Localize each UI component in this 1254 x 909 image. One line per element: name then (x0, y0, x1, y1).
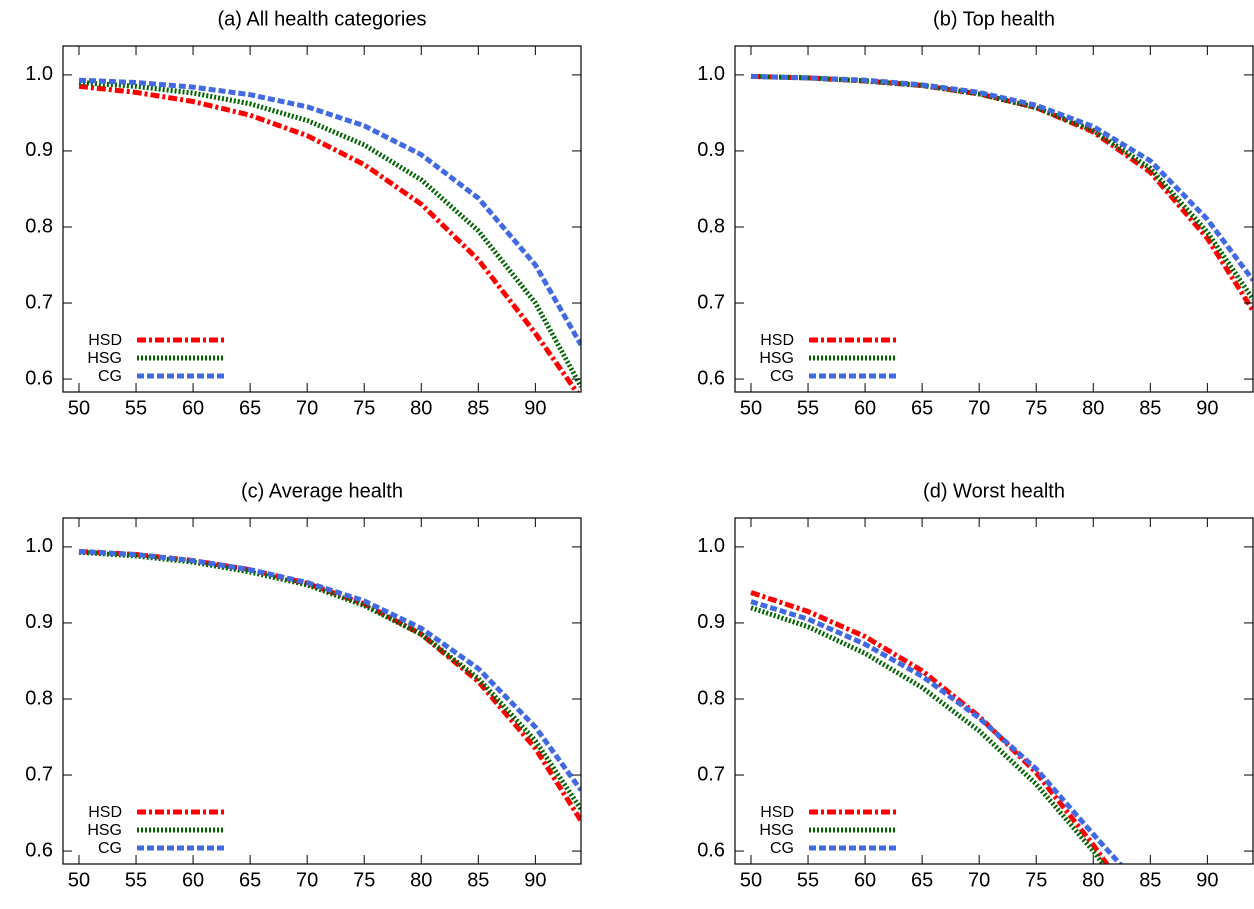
x-tick-label: 50 (740, 869, 762, 891)
x-tick-label: 75 (1025, 397, 1047, 419)
x-tick-label: 65 (239, 397, 261, 419)
x-tick-label: 90 (1196, 869, 1218, 891)
x-tick-label: 90 (524, 397, 546, 419)
legend-label: HSG (759, 822, 794, 839)
legend-label: HSD (88, 804, 122, 821)
x-tick-label: 85 (1139, 869, 1161, 891)
y-tick-label: 1.0 (25, 535, 53, 557)
series-line (750, 590, 1110, 864)
plot-frame (62, 517, 582, 865)
x-tick-label: 90 (524, 869, 546, 891)
series-line (78, 77, 581, 347)
plot-frame (62, 45, 582, 393)
x-tick-label: 80 (1082, 397, 1104, 419)
y-tick-label: 1.0 (697, 63, 725, 85)
y-tick-label: 0.8 (25, 215, 53, 237)
legend-label: HSD (88, 332, 122, 349)
x-tick-label: 60 (854, 869, 876, 891)
x-tick-label: 75 (353, 397, 375, 419)
panel: (d) Worst health 0.6 0.7 0.8 0.9 1.0 50 55 60 65 7… (697, 480, 1254, 891)
y-tick-label: 0.9 (25, 611, 53, 633)
series-line (78, 549, 581, 792)
x-tick-label: 80 (410, 397, 432, 419)
x-tick-label: 55 (797, 869, 819, 891)
x-tick-label: 70 (968, 397, 990, 419)
x-tick-label: 65 (911, 397, 933, 419)
series-line (78, 80, 581, 388)
plot-area (78, 77, 581, 392)
y-tick-label: 0.8 (697, 687, 725, 709)
panel: (a) All health categories 0.6 0.7 0.8 0.9 1.0… (25, 8, 582, 419)
y-tick-label: 0.7 (697, 763, 725, 785)
plot-frame (734, 45, 1254, 393)
y-tick-label: 1.0 (25, 63, 53, 85)
legend-label: CG (98, 840, 122, 857)
x-tick-label: 85 (1139, 397, 1161, 419)
y-tick-label: 0.7 (25, 291, 53, 313)
legend-label: CG (770, 368, 794, 385)
x-tick-label: 70 (296, 397, 318, 419)
x-tick-label: 85 (467, 869, 489, 891)
x-tick-label: 50 (68, 397, 90, 419)
x-tick-label: 65 (911, 869, 933, 891)
x-tick-label: 65 (239, 869, 261, 891)
series-line (750, 73, 1253, 312)
y-tick-label: 0.7 (697, 291, 725, 313)
x-tick-label: 85 (467, 397, 489, 419)
x-tick-label: 70 (296, 869, 318, 891)
x-tick-label: 75 (353, 869, 375, 891)
legend-label: CG (770, 840, 794, 857)
legend-label: HSD (760, 332, 794, 349)
y-tick-label: 0.6 (697, 839, 725, 861)
panel-title: (d) Worst health (923, 480, 1065, 502)
y-tick-label: 0.9 (25, 139, 53, 161)
plot-area (78, 549, 581, 823)
x-tick-label: 60 (854, 397, 876, 419)
legend-label: HSD (760, 804, 794, 821)
y-tick-label: 0.8 (697, 215, 725, 237)
series-line (750, 73, 1253, 282)
x-tick-label: 80 (410, 869, 432, 891)
series-line (750, 599, 1124, 864)
y-tick-label: 0.8 (25, 687, 53, 709)
x-tick-label: 50 (740, 397, 762, 419)
x-tick-label: 70 (968, 869, 990, 891)
plot-area (750, 590, 1124, 864)
y-tick-label: 0.6 (697, 367, 725, 389)
x-tick-label: 75 (1025, 869, 1047, 891)
panel: (c) Average health 0.6 0.7 0.8 0.9 1.0 50 55 60 6… (25, 480, 582, 891)
x-tick-label: 80 (1082, 869, 1104, 891)
x-tick-label: 60 (182, 397, 204, 419)
panel: (b) Top health 0.6 0.7 0.8 0.9 1.0 50 55 60 65 70 7… (697, 8, 1254, 419)
panel-title: (b) Top health (933, 8, 1055, 30)
x-tick-label: 50 (68, 869, 90, 891)
x-tick-label: 60 (182, 869, 204, 891)
y-tick-label: 0.6 (25, 367, 53, 389)
legend-label: HSG (87, 350, 122, 367)
legend-label: CG (98, 368, 122, 385)
plot-frame (734, 517, 1254, 865)
plot-area (750, 73, 1253, 312)
y-tick-label: 0.9 (697, 139, 725, 161)
y-tick-label: 0.9 (697, 611, 725, 633)
series-line (78, 83, 580, 392)
panel-title: (a) All health categories (217, 8, 426, 30)
y-tick-label: 0.6 (25, 839, 53, 861)
y-tick-label: 0.7 (25, 763, 53, 785)
legend-label: HSG (87, 822, 122, 839)
x-tick-label: 55 (125, 869, 147, 891)
legend-label: HSG (759, 350, 794, 367)
series-line (750, 605, 1107, 864)
x-tick-label: 55 (797, 397, 819, 419)
x-tick-label: 90 (1196, 397, 1218, 419)
x-tick-label: 55 (125, 397, 147, 419)
panel-title: (c) Average health (241, 480, 403, 502)
y-tick-label: 1.0 (697, 535, 725, 557)
